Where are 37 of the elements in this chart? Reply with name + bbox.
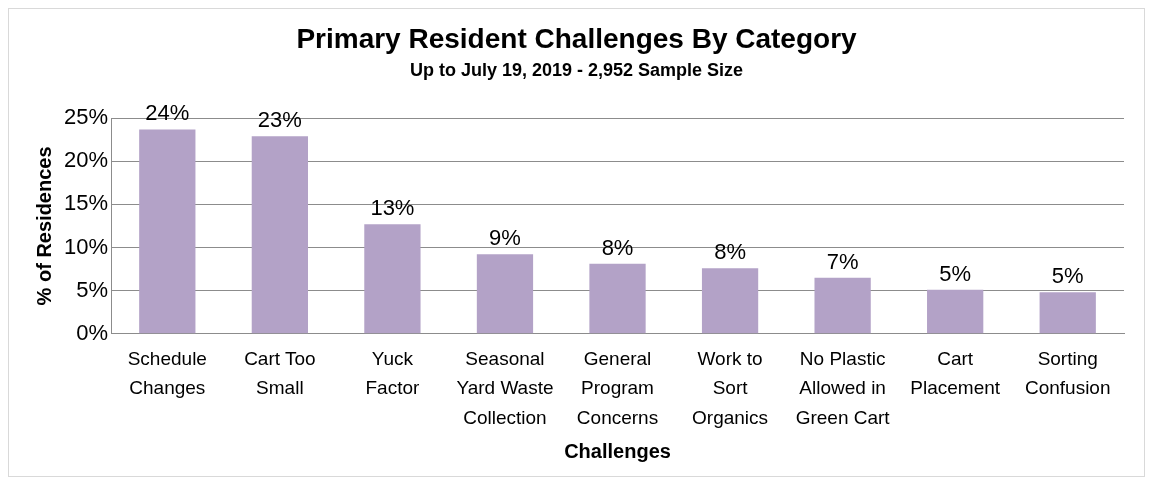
- x-tick-label: Cart Placement: [910, 347, 1001, 399]
- data-label: 24%: [145, 100, 190, 126]
- data-label: 9%: [489, 225, 521, 251]
- bar: [589, 263, 646, 334]
- bar: [701, 268, 759, 334]
- data-label: 5%: [1051, 263, 1084, 289]
- y-tick-label: 0%: [76, 319, 109, 345]
- bar: [476, 254, 534, 334]
- data-label: 7%: [826, 248, 859, 274]
- x-tick-label: No Plastic Allowed in Green Cart: [795, 347, 891, 428]
- x-tick-label: Yuck Factor: [365, 347, 420, 399]
- x-tick-label: Sorting Confusion: [1024, 347, 1111, 399]
- x-tick-label: Work to Sort Organics: [692, 347, 769, 428]
- bar: [927, 289, 984, 334]
- bar: [139, 129, 196, 334]
- chart-title: Primary Resident Challenges By Category: [296, 22, 858, 54]
- data-label: 23%: [257, 107, 302, 133]
- x-tick-label: Cart Too Small: [244, 347, 316, 399]
- data-label: 5%: [939, 260, 972, 286]
- chart-subtitle: Up to July 19, 2019 - 2,952 Sample Size: [409, 60, 744, 81]
- y-axis-title: % of Residences: [32, 146, 55, 306]
- y-tick-label: 10%: [63, 233, 109, 259]
- data-label: 13%: [370, 195, 415, 221]
- y-tick-label: 5%: [76, 276, 109, 302]
- x-tick-label: General Program Concerns: [576, 347, 659, 428]
- x-axis-title: Challenges: [564, 439, 671, 462]
- data-label: 8%: [601, 234, 634, 260]
- y-tick-label: 20%: [63, 147, 109, 173]
- y-tick-label: 25%: [63, 104, 109, 130]
- bar: [364, 224, 421, 334]
- data-label: 8%: [714, 239, 746, 265]
- bar: [814, 277, 871, 334]
- x-tick-label: Schedule Changes: [127, 347, 207, 399]
- bar: [251, 136, 308, 334]
- x-tick-label: Seasonal Yard Waste Collection: [456, 347, 554, 428]
- bar: [1039, 292, 1096, 334]
- y-tick-label: 15%: [63, 190, 109, 216]
